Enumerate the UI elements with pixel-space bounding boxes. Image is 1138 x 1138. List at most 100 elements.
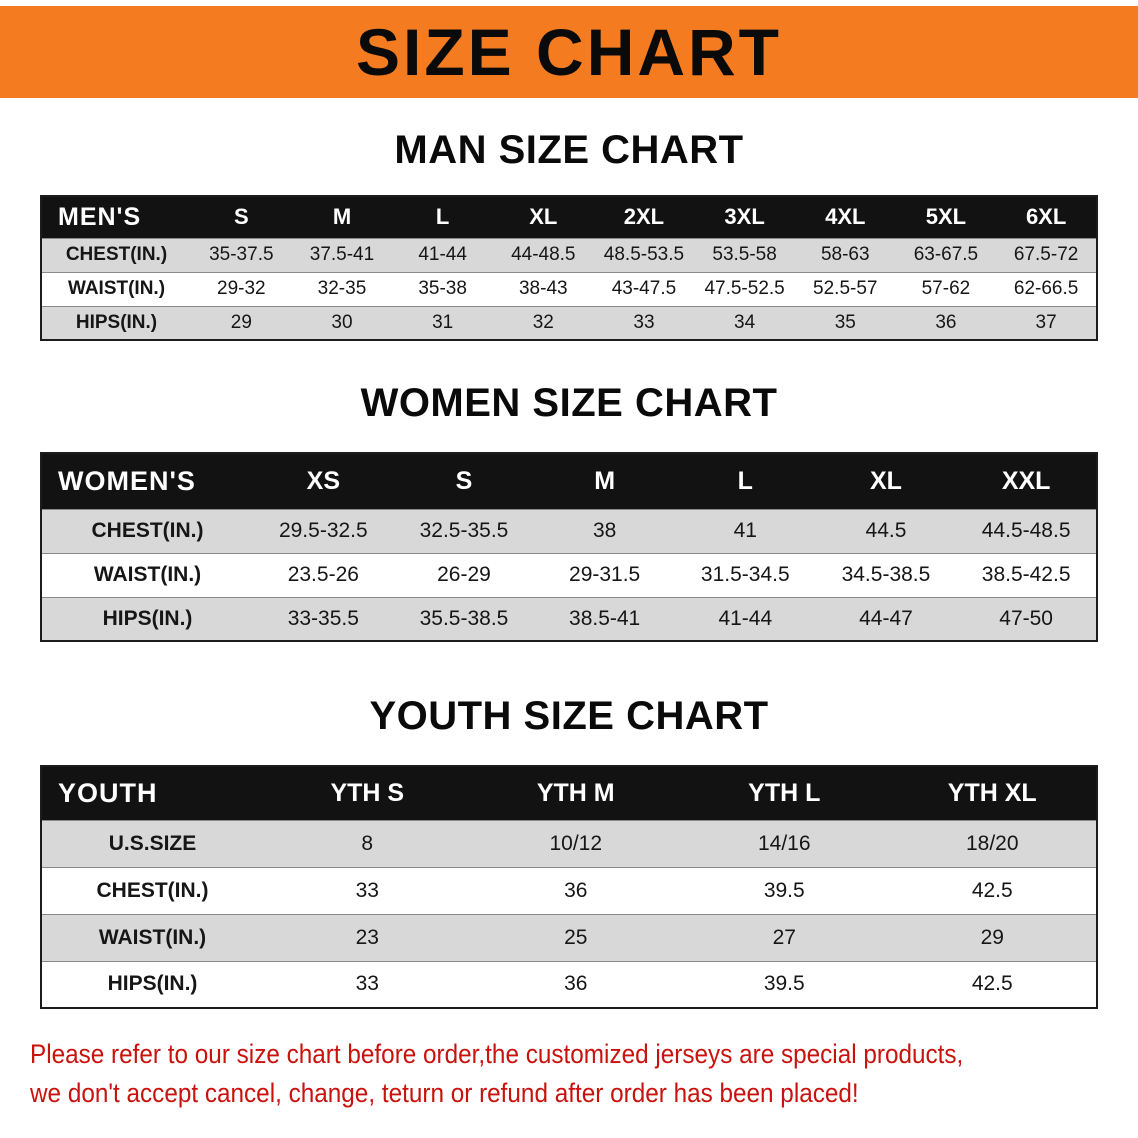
size-value-cell: 8 <box>361 831 374 855</box>
banner: SIZE CHART <box>0 6 1138 98</box>
youth-size-table: YOUTH YTH S YTH M YTH L YTH XL U.S.SIZE 8 10/12… <box>40 765 1098 1009</box>
row-label-cell: WAIST(IN.) <box>93 563 202 586</box>
row-label-cell: HIPS(IN.) <box>75 311 158 333</box>
size-value-cell: 58-63 <box>820 244 870 265</box>
size-value-cell: 37.5-41 <box>309 244 375 265</box>
table-title-cell: MEN'S <box>41 196 191 238</box>
measurement-row: CHEST(IN.) 33 36 39.5 42.5 <box>41 867 1097 914</box>
table-head: WOMEN'S XS S M L XL XXL <box>41 453 1097 509</box>
size-value-cell: 52.5-57 <box>813 278 878 299</box>
size-column-header: XXL <box>956 453 1097 509</box>
size-value-cell: 62-66.5 <box>1013 278 1079 299</box>
men-section: MAN SIZE CHART MEN'S S M L XL 2XL 3XL 4XL 5XL 6XL… <box>0 128 1138 341</box>
size-column-header: 2XL <box>593 196 695 238</box>
size-value-cell: 36 <box>564 878 588 902</box>
size-value-cell: 42.5 <box>971 972 1013 996</box>
measurement-row: U.S.SIZE 8 10/12 14/16 18/20 <box>41 820 1097 867</box>
size-value-cell: 29-31.5 <box>569 563 641 586</box>
size-value-cell: 29-32 <box>217 278 266 299</box>
size-column-header: L <box>392 196 493 238</box>
table-header-row: WOMEN'S XS S M L XL XXL <box>41 453 1097 509</box>
size-column-header: XL <box>815 453 957 509</box>
size-value-cell: 39.5 <box>763 972 805 996</box>
women-section: WOMEN SIZE CHART WOMEN'S XS S M L XL XXL CHEST(… <box>0 381 1138 642</box>
row-label-cell: HIPS(IN.) <box>102 606 193 630</box>
page-title: SIZE CHART <box>356 15 782 89</box>
size-value-cell: 44.5 <box>865 519 907 542</box>
table-head: YOUTH YTH S YTH M YTH L YTH XL <box>41 766 1097 820</box>
size-value-cell: 38-43 <box>518 278 568 299</box>
size-column-header: XS <box>253 453 394 509</box>
measurement-row: CHEST(IN.) 29.5-32.5 32.5-35.5 38 41 44.5 44.5… <box>41 509 1097 553</box>
measurement-row: WAIST(IN.) 23 25 27 29 <box>41 914 1097 961</box>
table-title-cell: WOMEN'S <box>41 453 253 509</box>
notice-line-1: Please refer to our size chart before or… <box>30 1039 964 1069</box>
order-notice: Please refer to our size chart before or… <box>30 1035 1108 1113</box>
row-label-cell: CHEST(IN.) <box>65 244 168 265</box>
size-column-header: 5XL <box>895 196 997 238</box>
size-value-cell: 33 <box>633 311 655 333</box>
size-value-cell: 47-50 <box>999 606 1053 630</box>
size-column-header: L <box>674 453 816 509</box>
measurement-row: HIPS(IN.) 29 30 31 32 33 34 35 36 37 <box>41 306 1097 340</box>
size-value-cell: 41-44 <box>718 606 773 630</box>
table-header-row: MEN'S S M L XL 2XL 3XL 4XL 5XL 6XL <box>41 196 1097 238</box>
size-value-cell: 29 <box>980 925 1004 949</box>
men-size-table: MEN'S S M L XL 2XL 3XL 4XL 5XL 6XL CHEST(IN.) 35-37… <box>40 195 1098 341</box>
size-value-cell: 14/16 <box>757 831 811 855</box>
size-column-header: YTH L <box>680 766 889 820</box>
size-value-cell: 42.5 <box>971 878 1013 902</box>
size-value-cell: 43-47.5 <box>611 278 677 299</box>
size-value-cell: 44-48.5 <box>511 244 576 265</box>
measurement-row: WAIST(IN.) 29-32 32-35 35-38 38-43 43-47.5 47.… <box>41 272 1097 306</box>
size-value-cell: 34.5-38.5 <box>841 563 931 586</box>
size-value-cell: 34 <box>734 311 756 333</box>
size-value-cell: 32-35 <box>317 278 367 299</box>
size-value-cell: 39.5 <box>763 878 805 902</box>
size-value-cell: 25 <box>564 925 588 949</box>
measurement-row: CHEST(IN.) 35-37.5 37.5-41 41-44 44-48.5 48.5… <box>41 238 1097 272</box>
size-value-cell: 48.5-53.5 <box>603 244 685 265</box>
size-value-cell: 33-35.5 <box>287 606 359 630</box>
size-value-cell: 67.5-72 <box>1013 244 1079 265</box>
size-value-cell: 35-38 <box>418 278 467 299</box>
measurement-row: HIPS(IN.) 33 36 39.5 42.5 <box>41 961 1097 1008</box>
size-value-cell: 32 <box>532 311 554 333</box>
size-value-cell: 31 <box>432 311 454 333</box>
size-value-cell: 53.5-58 <box>712 244 777 265</box>
size-value-cell: 27 <box>772 925 796 949</box>
size-column-header: M <box>534 453 675 509</box>
size-value-cell: 41-44 <box>418 244 467 265</box>
size-value-cell: 37 <box>1035 311 1057 333</box>
size-value-cell: 30 <box>331 311 353 333</box>
size-value-cell: 41 <box>733 519 757 542</box>
table-header-row: YOUTH YTH S YTH M YTH L YTH XL <box>41 766 1097 820</box>
size-value-cell: 23.5-26 <box>287 563 359 586</box>
size-column-header: YTH XL <box>888 766 1097 820</box>
measurement-row: HIPS(IN.) 33-35.5 35.5-38.5 38.5-41 41-44 44-… <box>41 597 1097 641</box>
row-label-cell: WAIST(IN.) <box>98 925 207 949</box>
size-value-cell: 33 <box>355 878 379 902</box>
women-size-table: WOMEN'S XS S M L XL XXL CHEST(IN.) 29.5-32.5 32.5… <box>40 452 1098 642</box>
size-value-cell: 35 <box>834 311 856 333</box>
size-value-cell: 57-62 <box>921 278 971 299</box>
size-column-header: 6XL <box>996 196 1097 238</box>
size-column-header: XL <box>492 196 594 238</box>
size-value-cell: 29 <box>230 311 252 333</box>
size-value-cell: 29.5-32.5 <box>278 519 368 542</box>
youth-section: YOUTH SIZE CHART YOUTH YTH S YTH M YTH L YTH… <box>0 694 1138 1009</box>
size-value-cell: 35.5-38.5 <box>419 606 509 630</box>
size-value-cell: 36 <box>564 972 588 996</box>
size-value-cell: 44-47 <box>859 606 913 630</box>
row-label-cell: CHEST(IN.) <box>91 519 204 542</box>
size-value-cell: 31.5-34.5 <box>700 563 790 586</box>
size-chart-page: SIZE CHART MAN SIZE CHART MEN'S S M L XL 2XL 3… <box>0 6 1138 1113</box>
size-column-header: YTH S <box>263 766 472 820</box>
size-value-cell: 38.5-42.5 <box>981 563 1071 586</box>
size-column-header: M <box>291 196 393 238</box>
size-column-header: S <box>191 196 292 238</box>
size-value-cell: 32.5-35.5 <box>419 519 509 542</box>
size-column-header: YTH M <box>471 766 680 820</box>
size-value-cell: 44.5-48.5 <box>981 519 1071 542</box>
size-value-cell: 26-29 <box>437 563 491 586</box>
